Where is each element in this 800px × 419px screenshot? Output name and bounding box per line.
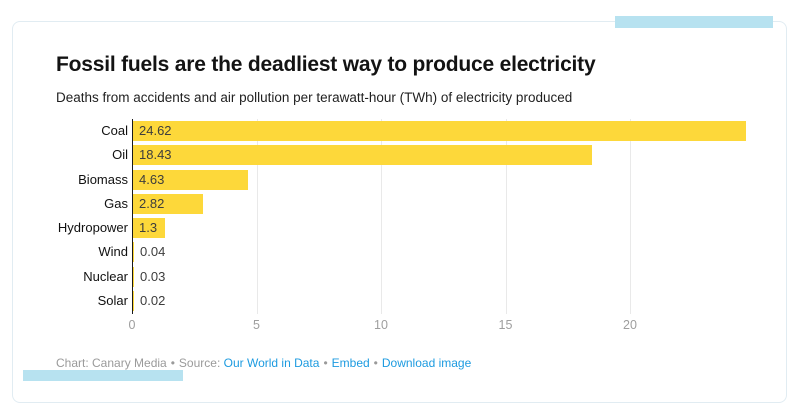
chart-card: Fossil fuels are the deadliest way to pr… (12, 21, 787, 403)
bar-biomass (133, 169, 248, 190)
y-axis-line (132, 119, 133, 314)
accent-bar-bottom-left (23, 370, 183, 381)
value-label: 2.82 (139, 195, 165, 211)
download-image-link[interactable]: Download image (381, 356, 472, 370)
bar-gas (133, 193, 203, 214)
x-gridline (381, 119, 382, 314)
value-label: 1.3 (139, 220, 158, 235)
category-label: Biomass (78, 171, 128, 187)
separator-dot: • (170, 356, 175, 370)
chart-title: Fossil fuels are the deadliest way to pr… (56, 53, 596, 76)
bar-nuclear (133, 266, 134, 287)
chart-footer: Chart: Canary Media • Source: Our World in… (56, 356, 471, 370)
x-tick-label: 10 (374, 318, 388, 332)
category-label: Hydropower (57, 220, 128, 235)
value-label: 0.03 (140, 268, 166, 284)
x-tick-label: 5 (253, 318, 260, 332)
value-label: 0.02 (140, 292, 166, 308)
category-label: Solar (97, 292, 128, 308)
bar-coal (133, 121, 746, 141)
category-label: Wind (98, 244, 128, 260)
separator-dot: • (323, 356, 328, 370)
credit-text: Chart: Canary Media (56, 356, 167, 370)
chart-subtitle: Deaths from accidents and air pollution … (56, 90, 573, 105)
x-tick-label: 15 (498, 318, 513, 332)
accent-bar-top-right (615, 16, 773, 28)
category-label: Nuclear (83, 268, 128, 284)
x-tick-label: 20 (623, 318, 637, 332)
x-gridline (630, 119, 631, 314)
separator-dot: • (373, 356, 378, 370)
bar-chart-plot: 0 5 10 15 20 Coal 24.62 Oil 18.43 Biomass 4.63 Gas 2… (13, 22, 786, 402)
source-link[interactable]: Our World in Data (223, 356, 320, 370)
category-label: Gas (104, 195, 128, 211)
x-tick-label: 0 (128, 318, 136, 332)
x-gridline (505, 119, 507, 314)
category-label: Coal (101, 123, 128, 138)
category-label: Oil (112, 147, 128, 163)
value-label: 18.43 (139, 147, 172, 163)
value-label: 0.04 (140, 244, 166, 260)
bar-oil (133, 145, 592, 166)
value-label: 24.62 (139, 123, 172, 138)
bar-wind (133, 242, 134, 263)
value-label: 4.63 (139, 171, 165, 187)
x-gridline (256, 119, 258, 314)
bar-solar (133, 290, 134, 311)
bar-hydropower (133, 218, 165, 238)
source-label: Source: (178, 356, 221, 370)
embed-link[interactable]: Embed (331, 356, 370, 370)
